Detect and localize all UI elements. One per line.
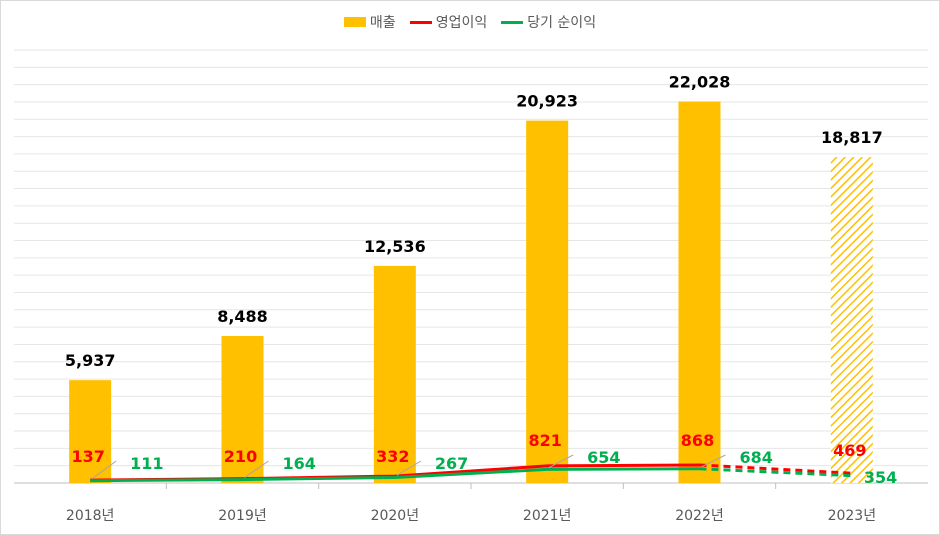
net-income-leader-line <box>396 460 422 476</box>
revenue-data-label: 12,536 <box>364 237 426 256</box>
chart-legend: 매출 영업이익 당기 순이익 <box>0 10 940 34</box>
net-income-data-label: 164 <box>283 454 316 473</box>
legend-swatch-operating-profit <box>409 20 432 24</box>
net-income-leader-line <box>244 460 269 479</box>
x-axis-tick-label: 2023년 <box>828 508 877 524</box>
operating-profit-data-label: 469 <box>833 441 866 460</box>
operating-profit-data-label: 210 <box>224 447 257 466</box>
revenue-bar <box>678 101 721 483</box>
net-income-data-label: 684 <box>740 448 773 467</box>
revenue-data-label: 8,488 <box>217 307 268 326</box>
net-income-leader-line <box>701 454 726 468</box>
legend-item-revenue: 매출 <box>343 12 396 32</box>
revenue-bar <box>373 265 416 483</box>
x-axis-tick-label: 2020년 <box>371 508 420 524</box>
operating-profit-forecast-line <box>699 463 852 475</box>
revenue-bar <box>221 335 264 483</box>
operating-profit-data-label: 868 <box>681 431 714 450</box>
legend-swatch-net-income <box>501 20 524 24</box>
revenue-data-label: 22,028 <box>669 72 731 91</box>
revenue-data-label: 20,923 <box>516 92 578 111</box>
net-income-line <box>90 467 700 483</box>
revenue-data-label: 18,817 <box>821 128 883 147</box>
operating-profit-data-label: 821 <box>528 431 561 450</box>
operating-profit-data-label: 137 <box>71 447 104 466</box>
legend-label-operating-profit: 영업이익 <box>435 15 488 31</box>
x-axis-tick-label: 2021년 <box>523 508 572 524</box>
net-income-leader-line <box>91 460 117 480</box>
legend-swatch-revenue <box>343 17 366 27</box>
net-income-data-label: 267 <box>435 454 468 473</box>
legend-item-net-income: 당기 순이익 <box>501 12 596 32</box>
revenue-bar <box>69 380 112 483</box>
net-income-data-label: 111 <box>130 454 163 473</box>
revenue-bar <box>526 120 569 483</box>
revenue-bar <box>830 157 873 484</box>
legend-item-operating-profit: 영업이익 <box>409 12 488 32</box>
x-axis-tick-label: 2022년 <box>675 508 724 524</box>
x-axis-tick-label: 2019년 <box>218 508 267 524</box>
operating-profit-data-label: 332 <box>376 447 409 466</box>
net-income-data-label: 354 <box>864 468 897 487</box>
net-income-data-label: 654 <box>587 448 620 467</box>
legend-label-net-income: 당기 순이익 <box>527 15 597 31</box>
revenue-data-label: 5,937 <box>65 351 116 370</box>
x-axis-tick-label: 2018년 <box>66 508 115 524</box>
net-income-forecast-line <box>699 467 852 478</box>
net-income-leader-line <box>548 454 574 468</box>
legend-label-revenue: 매출 <box>369 15 396 31</box>
